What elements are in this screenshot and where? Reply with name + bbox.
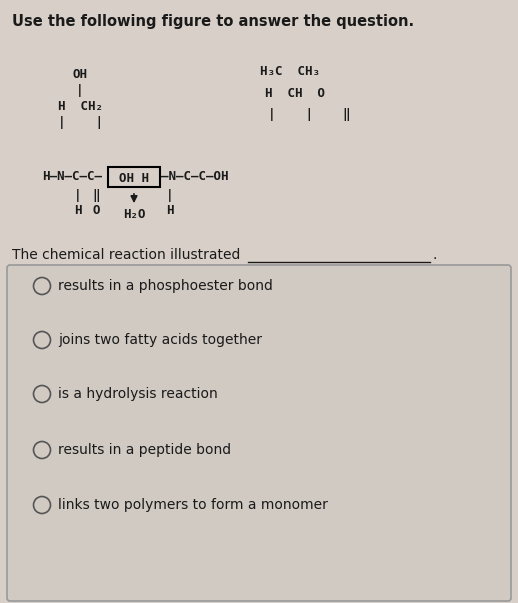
Text: H: H (166, 204, 174, 217)
Text: H₃C  CH₃: H₃C CH₃ (260, 65, 320, 78)
FancyBboxPatch shape (7, 265, 511, 601)
Text: H₂O: H₂O (123, 208, 145, 221)
Text: joins two fatty acids together: joins two fatty acids together (59, 333, 263, 347)
Text: |: | (74, 189, 82, 202)
Text: –N–C–C–OH: –N–C–C–OH (161, 170, 228, 183)
Text: The chemical reaction illustrated: The chemical reaction illustrated (12, 248, 240, 262)
Text: is a hydrolysis reaction: is a hydrolysis reaction (59, 387, 218, 401)
Text: |    |: | | (58, 116, 103, 129)
Text: results in a phosphoester bond: results in a phosphoester bond (59, 279, 274, 293)
Circle shape (34, 332, 50, 349)
FancyBboxPatch shape (108, 167, 160, 187)
Circle shape (34, 441, 50, 458)
Text: H–N–C–C–: H–N–C–C– (42, 170, 102, 183)
Text: links two polymers to form a monomer: links two polymers to form a monomer (59, 498, 328, 512)
Text: H  CH₂: H CH₂ (58, 100, 103, 113)
Text: OH H: OH H (119, 171, 149, 185)
Text: |: | (166, 189, 174, 202)
Circle shape (34, 385, 50, 402)
Circle shape (34, 277, 50, 294)
Circle shape (34, 496, 50, 514)
Text: results in a peptide bond: results in a peptide bond (59, 443, 232, 457)
Text: Use the following figure to answer the question.: Use the following figure to answer the q… (12, 14, 414, 29)
Text: |: | (76, 84, 84, 97)
Text: O: O (92, 204, 100, 217)
Text: OH: OH (73, 68, 88, 81)
Text: |    |    ‖: | | ‖ (268, 108, 351, 121)
Text: H  CH  O: H CH O (265, 87, 325, 100)
Text: ‖: ‖ (92, 189, 100, 202)
Text: .: . (432, 248, 436, 262)
Text: H: H (74, 204, 82, 217)
